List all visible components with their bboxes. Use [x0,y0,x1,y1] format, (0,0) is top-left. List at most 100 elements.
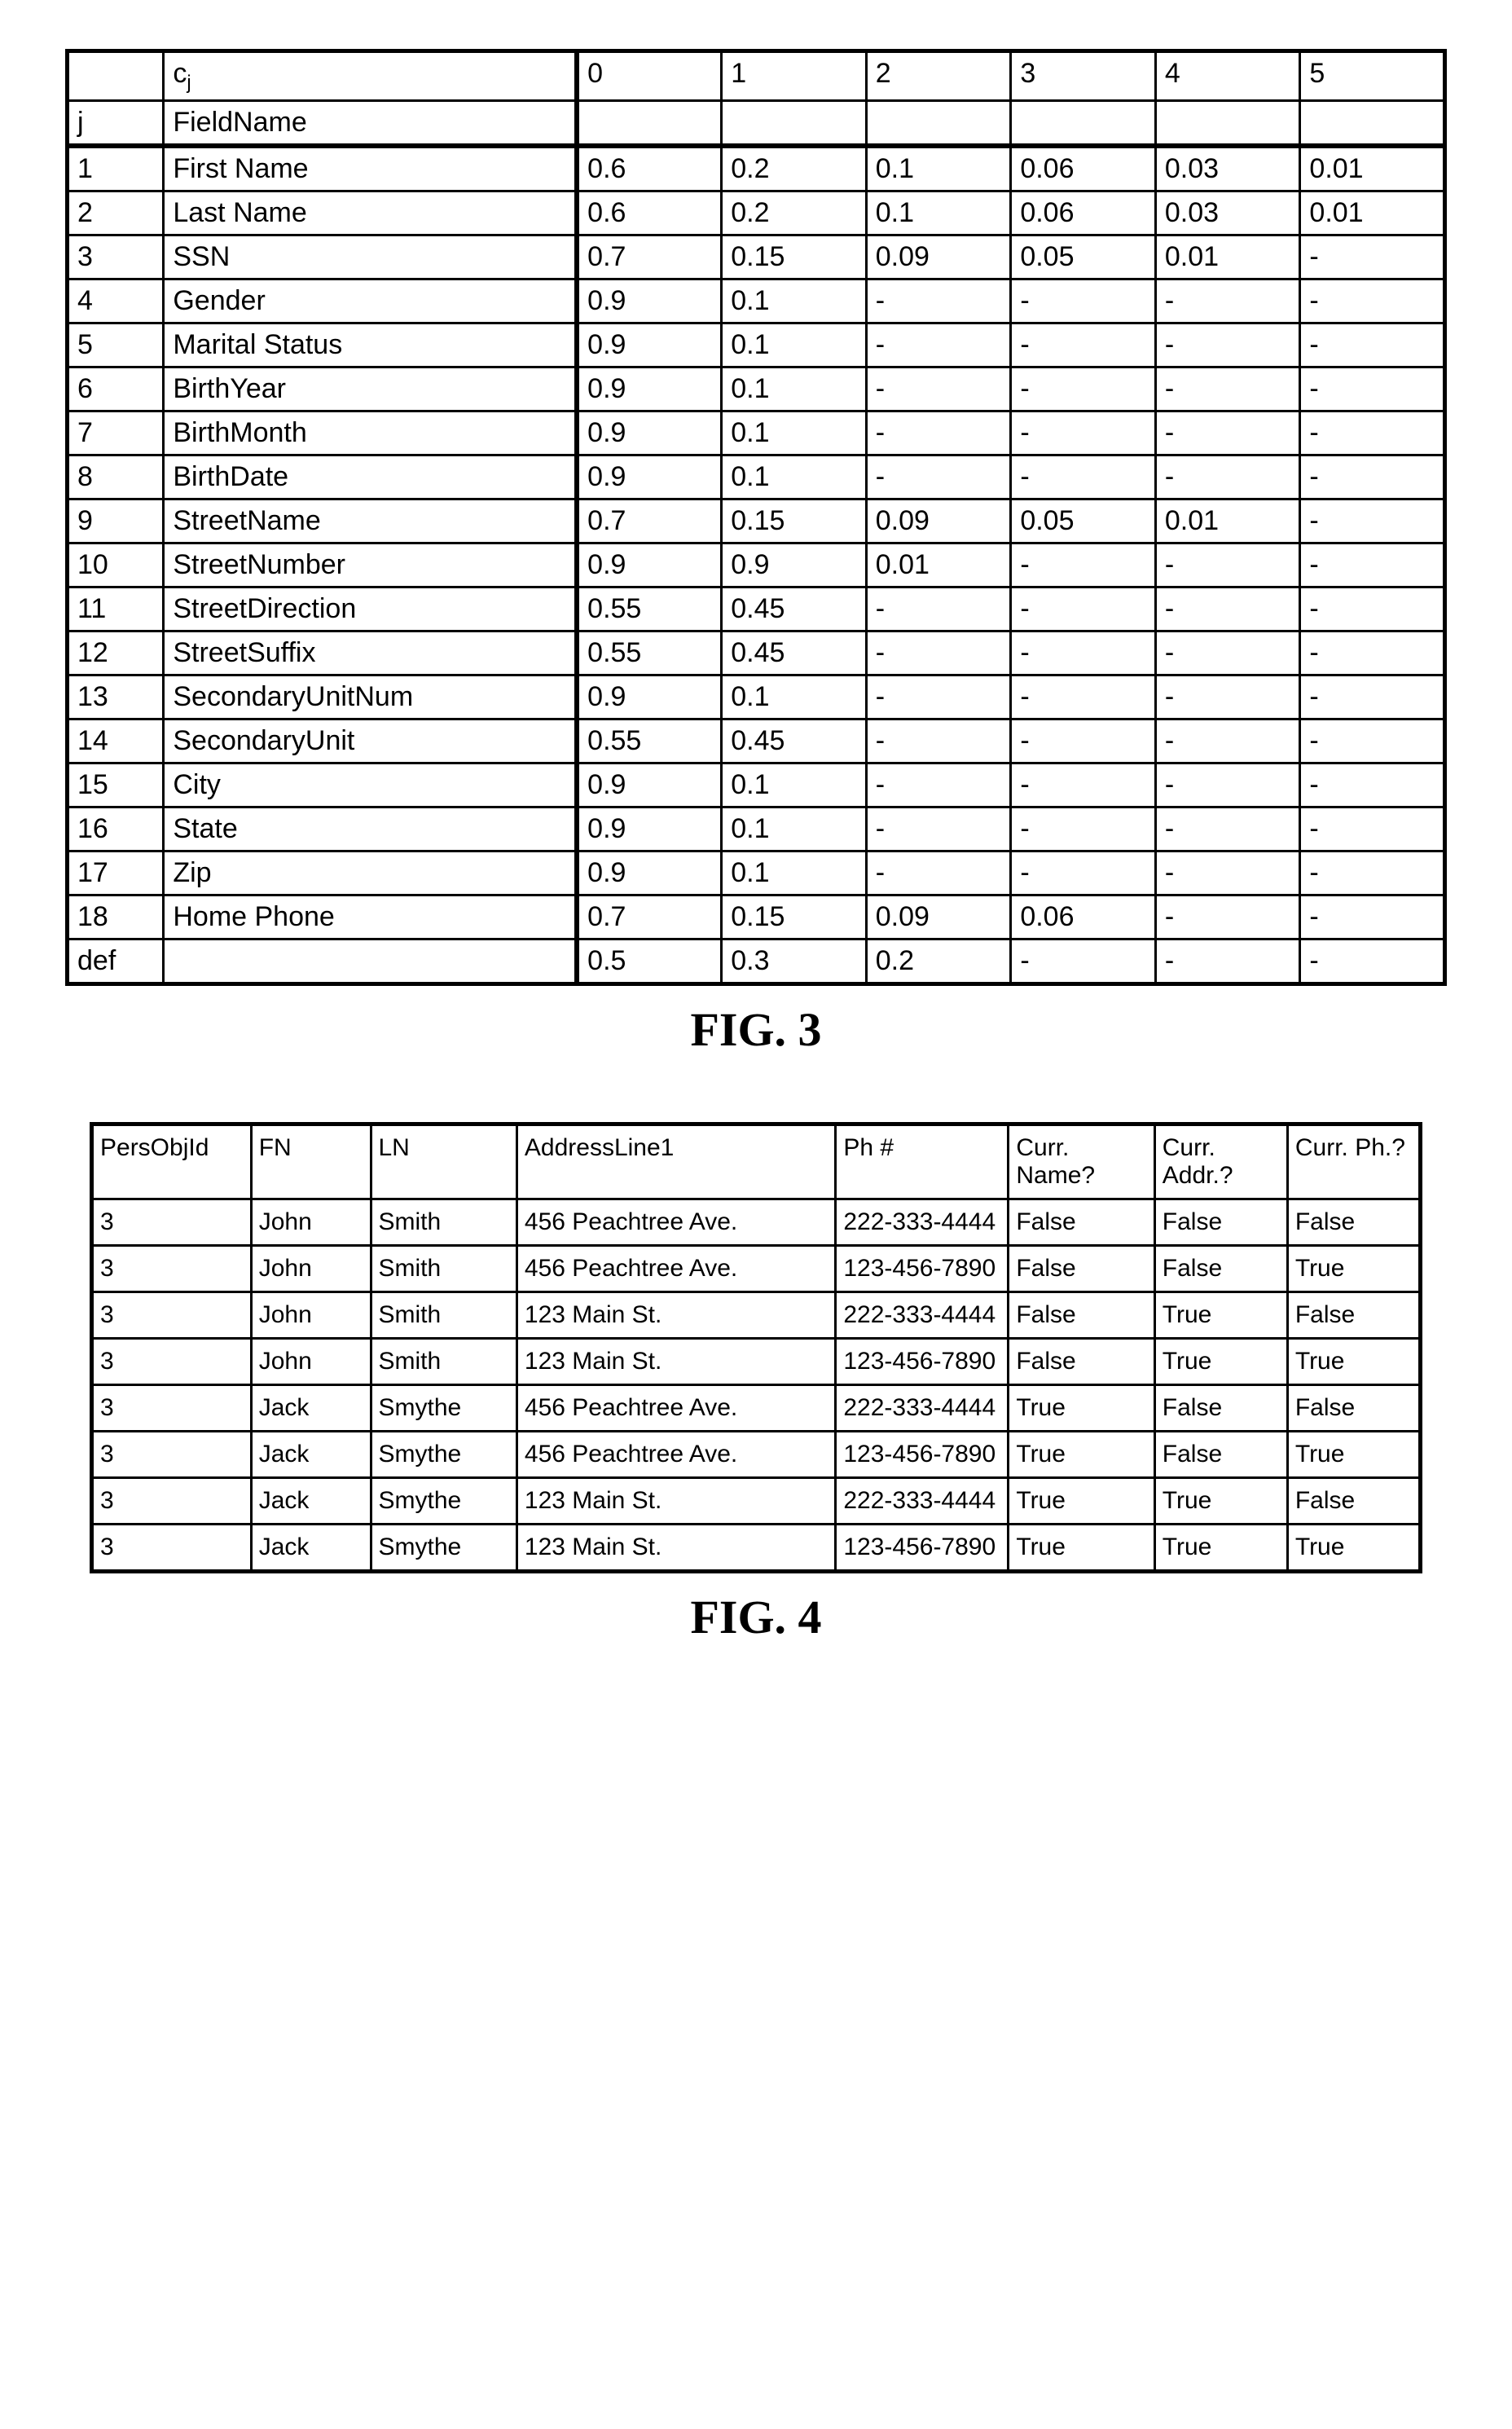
fig4-cell: True [1009,1431,1154,1477]
fig3-cell: - [1011,675,1156,719]
fig4-cell: Jack [251,1477,371,1524]
fig3-cell: 4 [1155,51,1300,101]
fig3-cell: 18 [68,895,164,939]
fig3-cell: - [1155,763,1300,807]
fig4-cell: False [1287,1199,1420,1245]
fig4-cell: True [1009,1524,1154,1571]
fig3-cell: - [1300,807,1445,851]
fig3-cell: BirthMonth [164,411,577,455]
fig4-cell: False [1009,1292,1154,1338]
fig4-cell: False [1154,1199,1287,1245]
fig3-caption: FIG. 3 [65,1002,1447,1057]
fig4-cell: True [1009,1384,1154,1431]
fig4-cell: Ph # [836,1124,1009,1199]
fig3-cell: 0.9 [577,279,722,323]
fig4-cell: 222-333-4444 [836,1199,1009,1245]
fig4-cell: John [251,1292,371,1338]
fig3-cell: - [1155,719,1300,763]
fig3-cell: StreetNumber [164,543,577,587]
fig3-cell: 16 [68,807,164,851]
fig3-cell: SecondaryUnit [164,719,577,763]
fig3-cell: 0.2 [722,146,867,191]
fig4-cell: 222-333-4444 [836,1292,1009,1338]
fig3-cell: 2 [68,191,164,235]
fig3-cell: 0.06 [1011,191,1156,235]
fig3-cell: SecondaryUnitNum [164,675,577,719]
fig3-cell [1011,100,1156,146]
fig3-cell: 0.45 [722,587,867,631]
fig3-cell: 0.3 [722,939,867,983]
fig3-cell: 0.55 [577,587,722,631]
fig3-cell: StreetName [164,499,577,543]
fig3-cell: 0.03 [1155,146,1300,191]
fig3-cell: 0.09 [866,895,1011,939]
fig3-cell: 10 [68,543,164,587]
fig3-cell: Zip [164,851,577,895]
fig3-cell: 0.9 [577,851,722,895]
fig3-cell: - [1300,895,1445,939]
fig4-cell: Smith [371,1199,516,1245]
fig3-cell: 0.1 [722,763,867,807]
fig3-cell: 0.9 [577,543,722,587]
fig3-cell: - [866,851,1011,895]
fig4-cell: Curr. Addr.? [1154,1124,1287,1199]
fig3-cell: - [1011,719,1156,763]
fig3-cell: 0.1 [866,146,1011,191]
fig3-cell: 11 [68,587,164,631]
fig3-cell: 17 [68,851,164,895]
fig4-cell: False [1287,1292,1420,1338]
fig3-cell: 0.01 [1155,499,1300,543]
fig3-cell: 0.01 [1155,235,1300,279]
fig4-cell: 123 Main St. [516,1477,835,1524]
fig3-cell: 0.05 [1011,499,1156,543]
fig3-cell: 0.1 [866,191,1011,235]
fig3-cell: StreetDirection [164,587,577,631]
fig3-cell: 5 [1300,51,1445,101]
fig4-cell: 456 Peachtree Ave. [516,1245,835,1292]
fig4-cell: True [1154,1292,1287,1338]
fig3-cell: BirthDate [164,455,577,499]
fig3-cell: FieldName [164,100,577,146]
fig3-cell: 0.45 [722,719,867,763]
fig3-cell: - [1155,807,1300,851]
fig3-cell: 0.03 [1155,191,1300,235]
fig3-cell: - [1011,367,1156,411]
fig4-cell: False [1009,1338,1154,1384]
fig3-cell: - [1011,763,1156,807]
fig3-cell: def [68,939,164,983]
fig4-cell: LN [371,1124,516,1199]
fig4-cell: False [1154,1384,1287,1431]
fig3-cell: 0.7 [577,235,722,279]
fig3-cell [68,51,164,101]
fig3-cell: 14 [68,719,164,763]
fig3-cell: 4 [68,279,164,323]
fig3-cell: 0.06 [1011,146,1156,191]
fig3-cell: 0.05 [1011,235,1156,279]
fig4-cell: 3 [92,1292,252,1338]
fig3-cell: - [1155,411,1300,455]
fig3-cell: 1 [722,51,867,101]
fig4-cell: 3 [92,1431,252,1477]
fig3-cell [866,100,1011,146]
fig4-table: PersObjIdFNLNAddressLine1Ph #Curr. Name?… [90,1122,1422,1573]
fig3-cell: - [1011,851,1156,895]
fig4-cell: Smythe [371,1524,516,1571]
fig4-cell: Jack [251,1431,371,1477]
fig4-cell: 3 [92,1524,252,1571]
fig3-cell [164,939,577,983]
fig3-cell: - [866,455,1011,499]
fig3-cell: 0.55 [577,719,722,763]
fig4-cell: True [1154,1477,1287,1524]
fig4-cell: 222-333-4444 [836,1477,1009,1524]
fig3-cell: 12 [68,631,164,675]
fig4-cell: Curr. Ph.? [1287,1124,1420,1199]
fig3-cell: 7 [68,411,164,455]
fig3-cell: - [1300,411,1445,455]
fig3-cell: 0.9 [577,455,722,499]
fig4-cell: 3 [92,1338,252,1384]
fig3-cell: 0.9 [577,323,722,367]
fig3-cell: - [1155,895,1300,939]
fig4-caption: FIG. 4 [65,1590,1447,1644]
fig4-cell: John [251,1338,371,1384]
fig4-cell: PersObjId [92,1124,252,1199]
